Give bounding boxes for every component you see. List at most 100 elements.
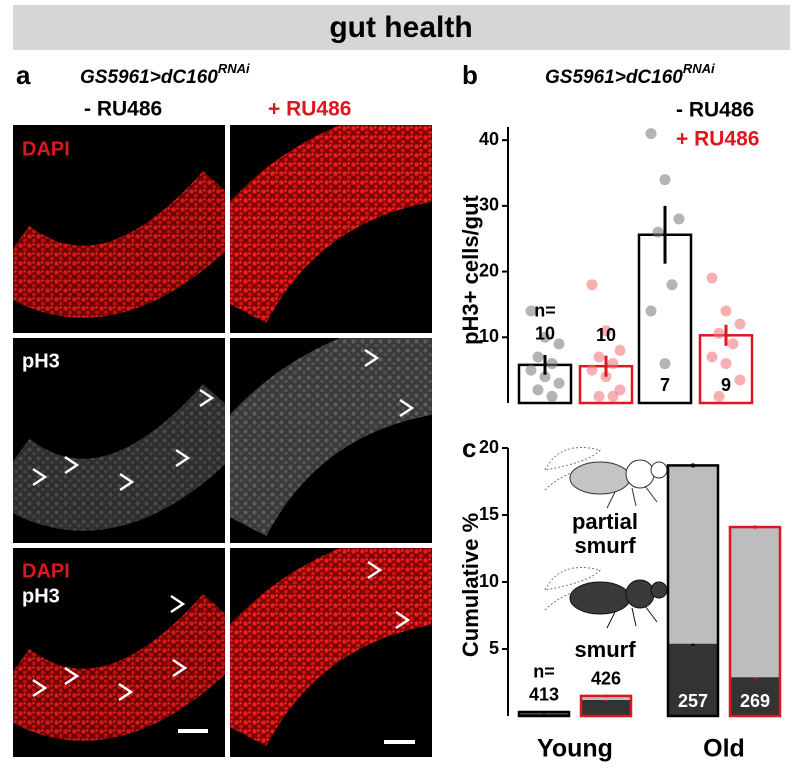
arrowhead — [364, 348, 380, 368]
legend-entry: - RU486 — [676, 99, 754, 122]
arrowhead — [399, 398, 415, 418]
n-label: 257 — [678, 691, 708, 711]
gut-tissue — [230, 548, 432, 748]
data-point — [553, 338, 565, 350]
header-title: gut health — [329, 11, 472, 44]
data-point — [659, 358, 671, 370]
bar-outline — [579, 694, 633, 718]
data-point — [586, 364, 598, 376]
bar-segment — [519, 713, 569, 716]
charts: 10 20 30 40 10 n= 7 10 9 5 10 15 20 Young 413 n= 426 Old 2… — [32, 127, 782, 763]
genotype: GS5961>dC160RNAi — [545, 61, 715, 88]
data-point — [525, 305, 537, 317]
bar-segment — [730, 527, 780, 678]
data-point — [645, 305, 657, 317]
data-point — [546, 358, 558, 370]
arrowhead — [64, 455, 80, 475]
fly-legs — [606, 605, 658, 629]
header-bar — [13, 5, 790, 50]
genotype-superscript: RNAi — [683, 61, 715, 76]
wing — [544, 447, 601, 471]
data-point — [645, 128, 657, 140]
gut-tissue — [13, 593, 225, 741]
y-tick-label: 10 — [479, 326, 499, 346]
wing — [544, 465, 601, 491]
data-point — [532, 351, 544, 363]
y-tick-label: 20 — [479, 437, 499, 457]
arrowhead — [64, 666, 80, 686]
legend-entry: smurf — [574, 637, 636, 662]
arrowhead — [395, 610, 411, 630]
data-point — [607, 358, 619, 370]
fly-legs — [606, 485, 658, 509]
data-point — [720, 305, 732, 317]
y-axis-label: pH3+ cells/gut — [458, 194, 483, 344]
fly-body — [569, 461, 631, 495]
legend-entry: partial smurf — [571, 509, 639, 558]
n-label: 413 — [529, 685, 559, 705]
bar-segment — [730, 677, 780, 716]
data-point — [539, 371, 551, 383]
micrograph-row — [13, 548, 432, 757]
micrograph-row — [13, 125, 432, 333]
partial-smurf-icon — [544, 447, 668, 509]
data-point — [593, 351, 605, 363]
n-label: 10 — [535, 324, 555, 344]
n-label: 426 — [591, 669, 621, 689]
n-prefix: n= — [533, 662, 555, 682]
data-point — [727, 338, 739, 350]
arrowhead — [32, 467, 48, 487]
arrowhead — [172, 658, 188, 678]
wing — [544, 567, 601, 591]
genotype-text: GS5961>dC160 — [545, 67, 683, 88]
data-point — [734, 374, 746, 386]
data-point — [720, 358, 732, 370]
fly-head — [650, 581, 668, 599]
gut-tissue — [230, 338, 432, 538]
x-tick-label: Young — [537, 735, 613, 763]
n-prefix: n= — [534, 301, 556, 321]
data-point — [713, 390, 725, 402]
legend-entry: + RU486 — [676, 128, 759, 151]
genotype-superscript: RNAi — [218, 61, 250, 76]
stain-label: pH3 — [22, 350, 60, 372]
data-point — [614, 344, 626, 356]
data-point — [539, 331, 551, 343]
data-point — [706, 272, 718, 284]
data-point — [659, 174, 671, 186]
fly-thorax — [625, 579, 655, 609]
panel-label: a — [16, 60, 31, 90]
fly-head — [650, 461, 668, 479]
genotype: GS5961>dC160RNAi — [80, 61, 250, 88]
column-label: - RU486 — [84, 98, 162, 121]
y-tick-label: 20 — [479, 260, 499, 280]
data-point — [586, 279, 598, 291]
bar-outline — [728, 525, 782, 718]
data-point — [593, 390, 605, 402]
arrowhead — [170, 594, 186, 614]
data-point — [546, 390, 558, 402]
arrowhead — [175, 448, 191, 468]
arrowhead — [119, 472, 135, 492]
smurf-icon — [544, 567, 668, 629]
arrowhead — [367, 560, 383, 580]
data-point — [713, 327, 725, 339]
data-point — [666, 279, 678, 291]
y-tick-label: 30 — [479, 195, 499, 215]
gut-tissue — [13, 170, 225, 318]
bar-segment — [668, 643, 718, 716]
data-point — [652, 226, 664, 238]
data-point — [532, 384, 544, 396]
y-axis-label: Cumulative % — [458, 513, 483, 657]
genotype-text: GS5961>dC160 — [80, 67, 218, 88]
micrographs — [13, 125, 432, 757]
data-point — [614, 384, 626, 396]
data-point — [607, 390, 619, 402]
n-label: 7 — [660, 375, 670, 395]
arrowhead — [32, 678, 48, 698]
stain-label: DAPI — [22, 560, 70, 582]
data-point — [525, 364, 537, 376]
data-point — [553, 377, 565, 389]
y-tick-label: 10 — [479, 571, 499, 591]
